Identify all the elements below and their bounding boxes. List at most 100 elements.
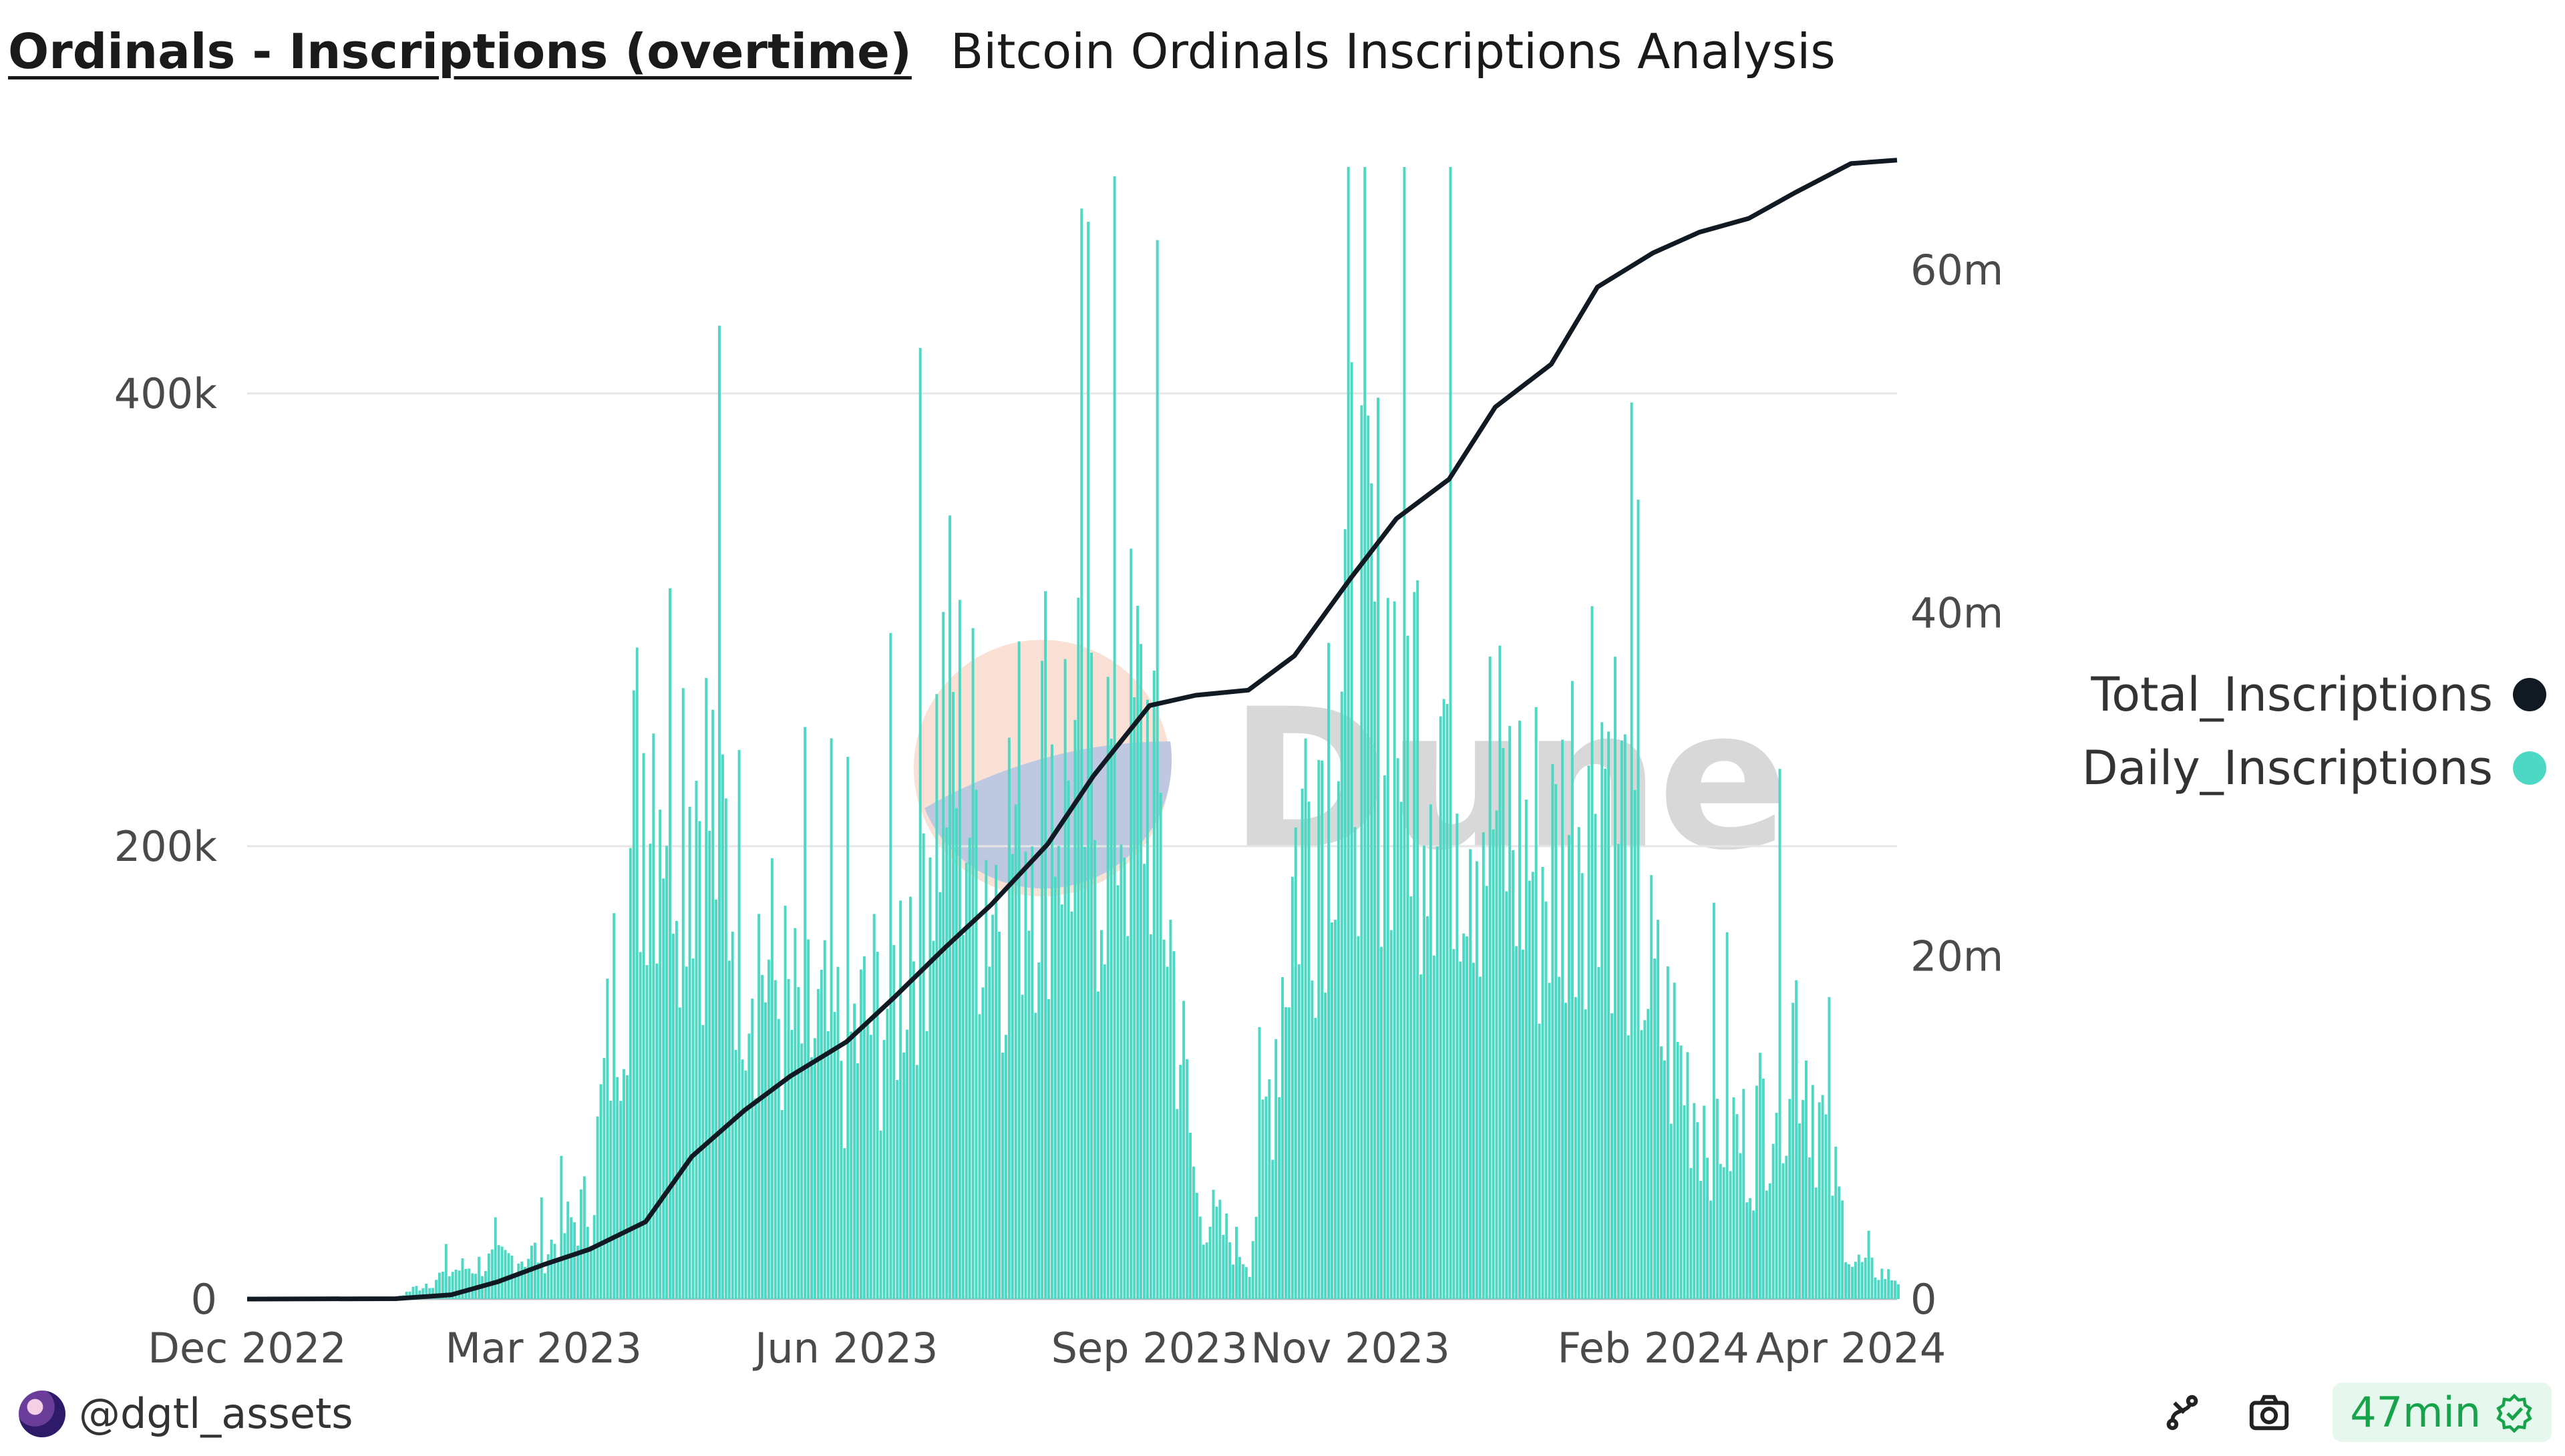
daily-bar — [619, 1101, 623, 1299]
daily-bar — [589, 1246, 592, 1299]
daily-bar — [1123, 858, 1126, 1299]
daily-bar — [527, 1258, 530, 1299]
daily-bar — [1228, 1242, 1232, 1299]
daily-bar — [1166, 966, 1169, 1299]
daily-bar — [1834, 1146, 1838, 1299]
daily-bar — [695, 780, 698, 1299]
daily-bar — [1353, 827, 1357, 1299]
daily-bar — [770, 858, 774, 1299]
daily-bar — [1880, 1268, 1884, 1299]
daily-bar — [1070, 911, 1073, 1299]
avatar — [19, 1390, 65, 1437]
daily-bar — [1425, 916, 1429, 1299]
daily-bar — [780, 1109, 784, 1299]
daily-bar — [1580, 873, 1584, 1299]
daily-bar — [688, 806, 691, 1299]
daily-bar — [846, 757, 850, 1299]
chart-canvas: 0 200k 400k 0 20m 40m 60m Dec 2022 Mar 2023 Jun… — [114, 158, 2003, 1373]
daily-bar — [1554, 784, 1558, 1299]
daily-bar — [1802, 1099, 1804, 1299]
chart-title-link[interactable]: Ordinals - Inscriptions (overtime) — [8, 23, 912, 79]
daily-bar — [1268, 1079, 1271, 1299]
daily-bar — [981, 987, 985, 1299]
daily-bar — [1423, 845, 1426, 1299]
daily-bar — [454, 1269, 458, 1299]
daily-bar — [942, 612, 945, 1299]
daily-bar — [1248, 1276, 1251, 1299]
daily-bar — [879, 1130, 882, 1299]
daily-bar — [1044, 591, 1047, 1299]
daily-bar — [833, 1012, 836, 1299]
daily-bar — [1696, 1122, 1699, 1299]
daily-bar — [566, 1202, 570, 1299]
x-tick-label: Sep 2023 — [1051, 1324, 1248, 1373]
fork-icon[interactable] — [2159, 1389, 2206, 1436]
daily-bar — [1080, 208, 1083, 1300]
daily-bar — [797, 986, 800, 1299]
daily-bar — [1785, 1155, 1788, 1299]
daily-bar — [1864, 1258, 1867, 1299]
daily-bar — [794, 928, 797, 1299]
daily-bar — [405, 1292, 408, 1299]
daily-bar — [1548, 982, 1551, 1299]
daily-bar — [1870, 1257, 1874, 1299]
daily-bar — [1291, 876, 1294, 1299]
daily-bar — [1689, 1167, 1693, 1299]
daily-bar — [1047, 998, 1050, 1299]
daily-bar — [1604, 768, 1607, 1299]
daily-bar — [1060, 904, 1063, 1299]
legend-item-daily[interactable]: Daily_Inscriptions — [2082, 731, 2546, 805]
freshness-badge[interactable]: 47min — [2333, 1383, 2552, 1442]
daily-bar — [592, 1215, 596, 1299]
daily-bar — [606, 978, 609, 1299]
daily-bar — [603, 1058, 606, 1299]
daily-bar — [1357, 936, 1360, 1299]
daily-bar — [681, 688, 685, 1299]
daily-bar — [1113, 176, 1116, 1300]
y-right-tick-label: 0 — [1910, 1275, 1936, 1324]
daily-bar — [1647, 1009, 1650, 1299]
daily-bar — [731, 931, 734, 1299]
daily-bar — [761, 974, 764, 1299]
daily-bar — [886, 1009, 889, 1299]
daily-bar — [1544, 901, 1548, 1299]
daily-bar — [1067, 780, 1070, 1299]
daily-bar — [820, 969, 823, 1299]
daily-bar — [727, 960, 731, 1299]
daily-bar — [649, 844, 652, 1299]
daily-bar — [1775, 1113, 1778, 1299]
daily-bar — [1844, 1262, 1848, 1299]
daily-bar — [790, 1030, 794, 1299]
daily-bar — [1063, 659, 1067, 1299]
daily-bar — [1594, 813, 1597, 1299]
daily-bar — [734, 1050, 737, 1299]
daily-bar — [659, 809, 662, 1299]
daily-bar — [1254, 1216, 1258, 1299]
daily-bar — [1752, 1210, 1755, 1299]
author-name: @dgtl_assets — [79, 1389, 353, 1438]
daily-bar — [665, 846, 669, 1299]
daily-bar — [932, 940, 935, 1299]
camera-icon[interactable] — [2246, 1389, 2292, 1436]
check-badge-icon — [2496, 1393, 2532, 1433]
daily-bar — [1041, 661, 1044, 1299]
daily-bar — [1577, 827, 1580, 1299]
daily-bar — [718, 325, 721, 1300]
daily-bar — [428, 1288, 432, 1299]
daily-bar — [1096, 991, 1099, 1299]
y-left-tick-label: 0 — [191, 1275, 217, 1324]
daily-bar — [1528, 880, 1531, 1299]
daily-bar — [451, 1272, 454, 1299]
daily-bar — [998, 932, 1001, 1299]
daily-bar — [411, 1286, 415, 1299]
legend-item-total[interactable]: Total_Inscriptions — [2082, 658, 2546, 731]
daily-bar — [1485, 886, 1488, 1299]
daily-bar — [1350, 362, 1353, 1299]
total-line — [246, 158, 1898, 1302]
author-link[interactable]: @dgtl_assets — [19, 1389, 353, 1438]
daily-bar — [629, 848, 632, 1299]
daily-bar — [1627, 1035, 1630, 1299]
daily-bar — [1749, 1198, 1752, 1299]
daily-bar — [553, 1244, 556, 1299]
daily-bar — [1650, 875, 1653, 1299]
